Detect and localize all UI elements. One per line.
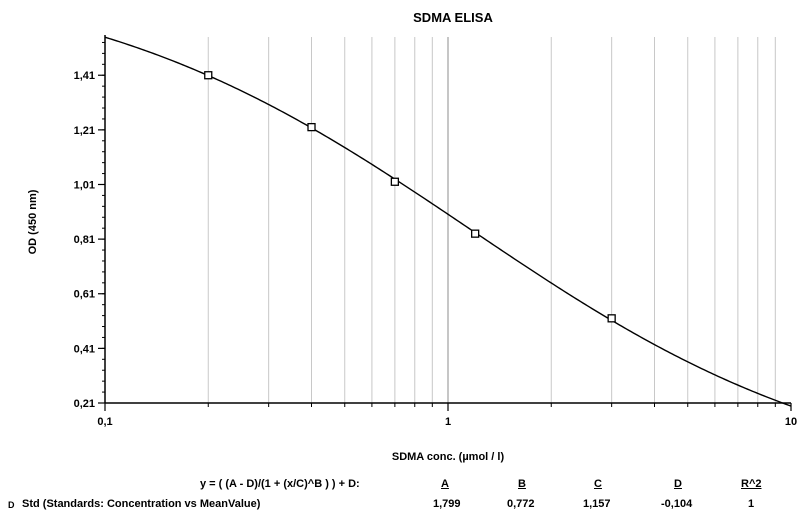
row-marker: D [8,500,15,510]
value-a: 1,799 [433,498,461,510]
grid [207,37,776,403]
y-tick-label: 0,41 [74,343,95,355]
value-d: -0,104 [661,498,693,510]
data-points [204,71,616,323]
fit-curve [104,36,792,407]
y-tick-label: 0,21 [74,398,95,410]
header-d: D [674,478,682,490]
data-point [471,229,480,238]
header-a: A [441,478,449,490]
value-r2: 1 [748,498,755,510]
header-c: C [594,478,602,490]
y-tick-label: 1,01 [74,179,95,191]
header-b: B [518,478,526,490]
x-axis-label: SDMA conc. (µmol / l) [392,451,505,463]
y-tick-label: 0,61 [74,289,95,301]
y-axis-label: OD (450 nm) [27,189,39,254]
tick-labels: 0,21 0,41 0,61 0,81 1,01 1,21 1,41 0,1 1 10 [74,70,798,428]
std-row-label: Std (Standards: Concentration vs MeanVal… [22,498,261,510]
value-c: 1,157 [583,498,611,510]
data-point [307,122,316,132]
fit-curve-line [104,36,792,407]
data-point [607,314,616,323]
chart-title: SDMA ELISA [413,10,493,25]
y-tick-label: 1,21 [74,125,95,137]
fit-equation: y = ( (A - D)/(1 + (x/C)^B ) ) + D: [200,478,360,490]
x-tick-label: 1 [445,416,451,428]
data-point [204,71,213,80]
y-tick-label: 0,81 [74,234,95,246]
header-r2: R^2 [741,478,762,490]
axes [98,35,792,411]
value-b: 0,772 [507,498,535,510]
x-tick-label: 10 [785,416,797,428]
x-tick-label: 0,1 [97,416,112,428]
chart-area: SDMA ELISA 0,210,410,610,811,011,211,410… [27,10,798,463]
data-point [390,177,400,186]
y-tick-label: 1,41 [74,70,95,82]
